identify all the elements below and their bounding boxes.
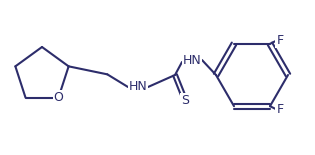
Text: HN: HN [129,80,147,93]
Text: F: F [277,34,284,47]
Text: O: O [54,91,63,104]
Text: F: F [277,103,284,116]
Text: S: S [181,93,189,106]
Text: HN: HN [183,53,201,66]
